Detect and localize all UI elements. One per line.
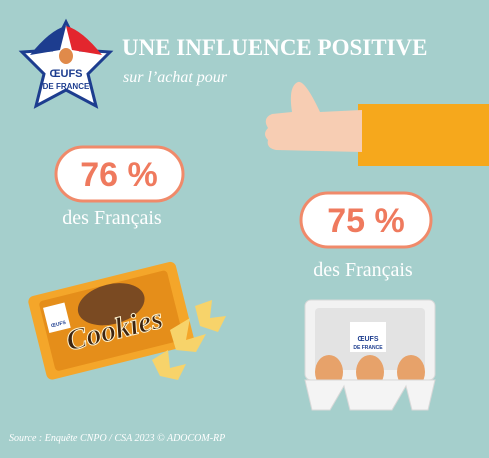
cookie-package: Cookies ŒUFS bbox=[28, 261, 195, 380]
source: Source : Enquête CNPO / CSA 2023 © ADOCO… bbox=[9, 433, 225, 444]
logo-text: DE FRANCE bbox=[43, 82, 90, 91]
thumb-up bbox=[265, 81, 489, 166]
logo-text: ŒUFS bbox=[50, 68, 83, 80]
logo-text: DE FRANCE bbox=[353, 345, 383, 351]
stat-label: des Français bbox=[313, 259, 413, 281]
stat-value: 76 % bbox=[80, 156, 158, 194]
subtitle: sur l’achat pour bbox=[123, 69, 228, 86]
title: UNE INFLUENCE POSITIVE bbox=[122, 35, 427, 60]
stat-pill bbox=[299, 191, 433, 249]
stat-pill bbox=[54, 145, 185, 203]
logo-text: ŒUFS bbox=[51, 320, 68, 330]
stat-label: des Français bbox=[62, 207, 162, 229]
logo: ŒUFS DE FRANCE bbox=[18, 18, 114, 109]
stat-value: 75 % bbox=[327, 202, 405, 240]
logo-text: ŒUFS bbox=[358, 336, 379, 343]
egg-box: ŒUFS DE FRANCE bbox=[304, 299, 436, 411]
pasta bbox=[152, 300, 226, 380]
